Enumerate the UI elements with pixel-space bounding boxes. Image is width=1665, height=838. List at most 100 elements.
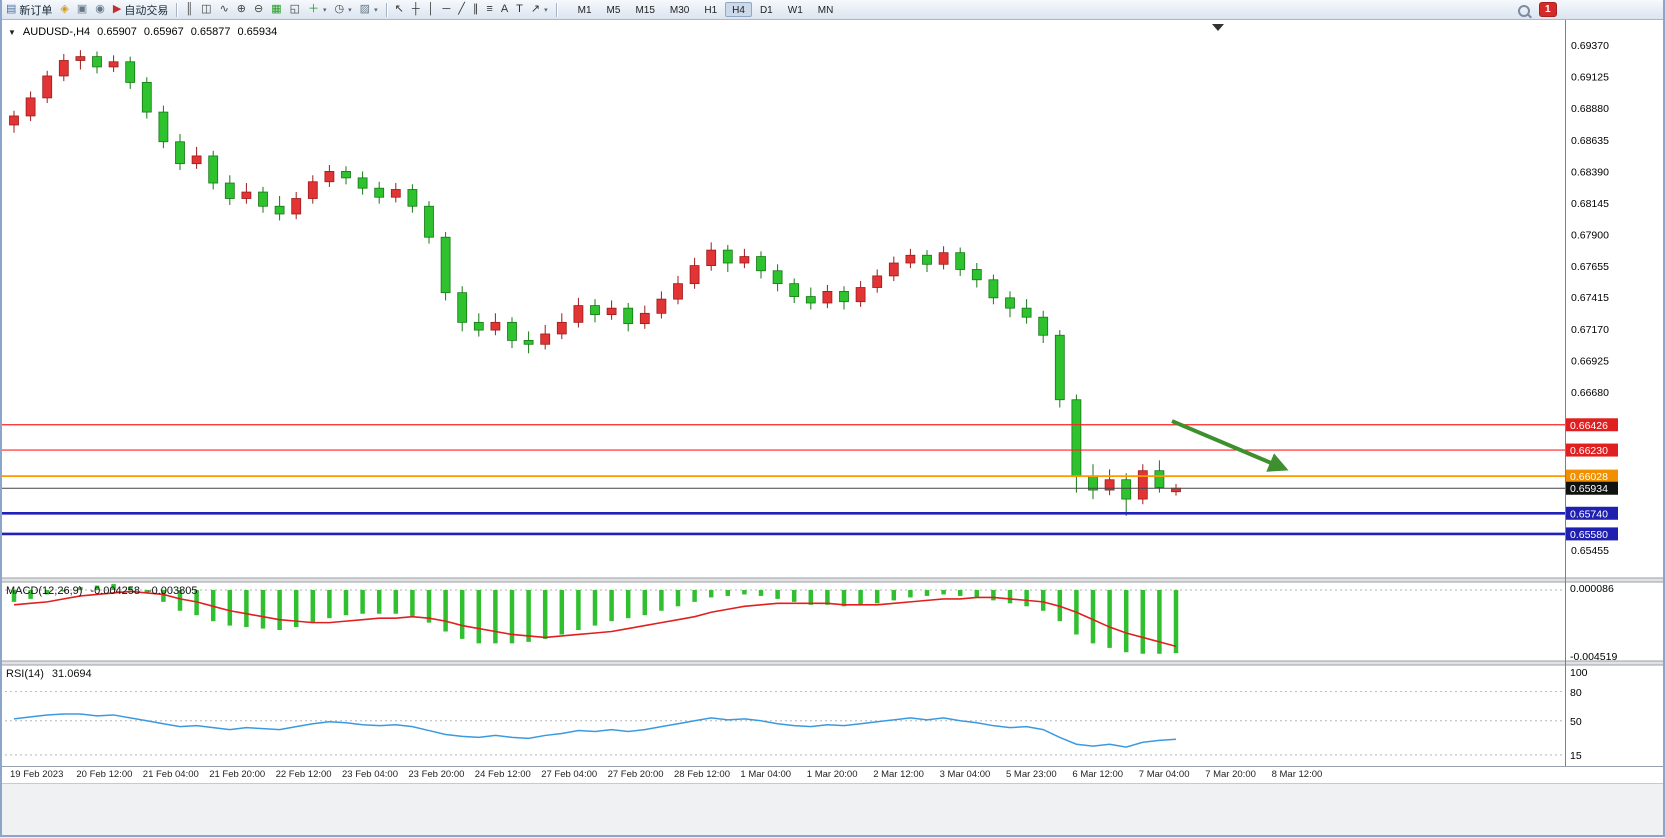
line-chart-icon: ∿ xyxy=(219,3,229,15)
bottom-spacer xyxy=(0,783,1665,838)
candle xyxy=(656,298,667,314)
autotrading-button[interactable]: ▶ 自动交易 xyxy=(109,1,172,19)
candle xyxy=(191,155,202,165)
candlestick-icon: ◫ xyxy=(201,3,212,15)
candle xyxy=(1171,487,1181,493)
rsi-level-100: 100 xyxy=(1570,667,1588,679)
candle xyxy=(739,256,750,264)
periods-button[interactable]: ◷ ▾ xyxy=(331,1,356,19)
timeframe-m5-button[interactable]: M5 xyxy=(600,2,628,17)
candlestick-button[interactable]: ◫ xyxy=(197,1,215,19)
macd-axis-min: -0.004519 xyxy=(1570,651,1617,663)
timeframe-m15-button[interactable]: M15 xyxy=(628,2,661,17)
date-label: 24 Feb 12:00 xyxy=(474,769,531,780)
new-order-button[interactable]: ▤ 新订单 xyxy=(2,1,56,19)
channel-button[interactable]: ∥ xyxy=(469,1,483,19)
timeframe-h1-button[interactable]: H1 xyxy=(697,2,724,17)
candlestick-series xyxy=(9,50,1181,516)
template-icon: ▨ xyxy=(359,3,371,15)
timeframe-mn-button[interactable]: MN xyxy=(811,2,841,17)
print-button[interactable]: ▣ xyxy=(73,1,91,19)
price-axis-label: 0.68390 xyxy=(1571,166,1609,178)
templates-button[interactable]: ▨ ▾ xyxy=(356,1,382,19)
timeframe-m30-button[interactable]: M30 xyxy=(663,2,696,17)
price-tag-label: 0.65580 xyxy=(1570,529,1608,541)
ohlc-high: 0.65967 xyxy=(143,26,184,38)
vline-button[interactable]: │ xyxy=(424,1,439,19)
cascade-button[interactable]: ◱ xyxy=(286,1,304,19)
label-icon: T xyxy=(516,3,523,15)
price-tag xyxy=(1566,418,1618,432)
zoom-in-icon: ⊕ xyxy=(236,3,246,15)
candle xyxy=(623,307,634,325)
label-button[interactable]: T xyxy=(512,1,527,19)
candle xyxy=(722,249,733,264)
timeframe-m1-button[interactable]: M1 xyxy=(571,2,599,17)
rsi-indicator-label: RSI(14) 31.0694 xyxy=(6,668,92,680)
rsi-value: 31.0694 xyxy=(51,668,92,680)
chart-shift-marker[interactable] xyxy=(1212,24,1224,31)
collapse-arrow-icon[interactable]: ▼ xyxy=(8,27,16,37)
arrow-object-icon: ↗ xyxy=(530,3,541,15)
arrows-button[interactable]: ↗ ▾ xyxy=(527,1,552,19)
charts-button[interactable]: ◈ xyxy=(56,1,72,19)
candle xyxy=(556,321,567,335)
candle xyxy=(324,171,335,183)
text-icon: A xyxy=(500,3,509,15)
cascade-windows-icon: ◱ xyxy=(289,3,301,15)
candle xyxy=(822,290,833,304)
date-label: 23 Feb 20:00 xyxy=(408,769,465,780)
macd-value: -0.004258 xyxy=(90,585,140,597)
date-label: 22 Feb 12:00 xyxy=(275,769,332,780)
candle xyxy=(540,333,551,345)
indicators-button[interactable]: ＋ ▾ xyxy=(304,1,331,19)
chart-canvas[interactable]: 0.000086 -0.004519 100 80 50 15 0.66426 0… xyxy=(0,20,1665,766)
macd-indicator-label: MACD(12,26,9) -0.004258 -0.003805 xyxy=(6,585,198,597)
macd-histogram xyxy=(11,584,1179,654)
zoom-out-button[interactable]: ⊖ xyxy=(250,1,267,19)
candle xyxy=(490,321,501,331)
timeframe-d1-button[interactable]: D1 xyxy=(753,2,780,17)
date-label: 21 Feb 04:00 xyxy=(142,769,199,780)
price-tag-label: 0.65740 xyxy=(1570,508,1608,520)
crosshair-button[interactable]: ┼ xyxy=(408,1,424,19)
trendline-button[interactable]: ╱ xyxy=(454,1,469,19)
notification-badge[interactable]: 1 xyxy=(1540,3,1556,16)
sound-button[interactable]: ◉ xyxy=(91,1,109,19)
vertical-line-icon: │ xyxy=(427,3,435,15)
trend-arrow-annotation[interactable] xyxy=(1171,419,1289,472)
candle xyxy=(274,205,285,215)
zoom-in-button[interactable]: ⊕ xyxy=(233,1,250,19)
search-icon[interactable] xyxy=(1518,5,1530,17)
tile-grid-icon: ▦ xyxy=(271,3,282,15)
panel-splitter[interactable] xyxy=(0,661,1665,665)
price-axis-label: 0.67170 xyxy=(1571,324,1609,336)
date-label: 23 Feb 04:00 xyxy=(342,769,398,780)
timeframe-h4-button[interactable]: H4 xyxy=(725,2,752,17)
fibonacci-button[interactable]: ≡ xyxy=(482,1,496,19)
line-chart-button[interactable]: ∿ xyxy=(216,1,233,19)
hline-button[interactable]: ─ xyxy=(438,1,454,19)
printer-icon: ▣ xyxy=(76,3,88,15)
panel-splitter[interactable] xyxy=(0,578,1665,582)
price-tag-label: 0.66230 xyxy=(1570,445,1608,457)
candle xyxy=(606,307,617,316)
price-axis-label: 0.68635 xyxy=(1571,135,1609,147)
price-axis-label: 0.68145 xyxy=(1571,198,1609,210)
time-axis[interactable]: 19 Feb 2023 20 Feb 12:00 21 Feb 04:00 21 Fe… xyxy=(0,766,1665,783)
bar-chart-button[interactable]: ║ xyxy=(181,1,197,19)
cursor-button[interactable]: ↖ xyxy=(391,1,408,19)
candle xyxy=(689,265,700,285)
date-label: 19 Feb 2023 xyxy=(10,769,64,780)
candle xyxy=(9,115,19,126)
candle xyxy=(507,321,517,341)
tile-windows-button[interactable]: ▦ xyxy=(267,1,285,19)
channel-icon: ∥ xyxy=(472,3,479,15)
speaker-icon: ◉ xyxy=(95,3,105,15)
text-button[interactable]: A xyxy=(497,1,512,19)
candle xyxy=(291,198,302,215)
candle xyxy=(307,181,318,199)
date-label: 5 Mar 23:00 xyxy=(1006,769,1057,780)
timeframe-w1-button[interactable]: W1 xyxy=(781,2,810,17)
autotrading-button-label: 自动交易 xyxy=(124,4,169,17)
